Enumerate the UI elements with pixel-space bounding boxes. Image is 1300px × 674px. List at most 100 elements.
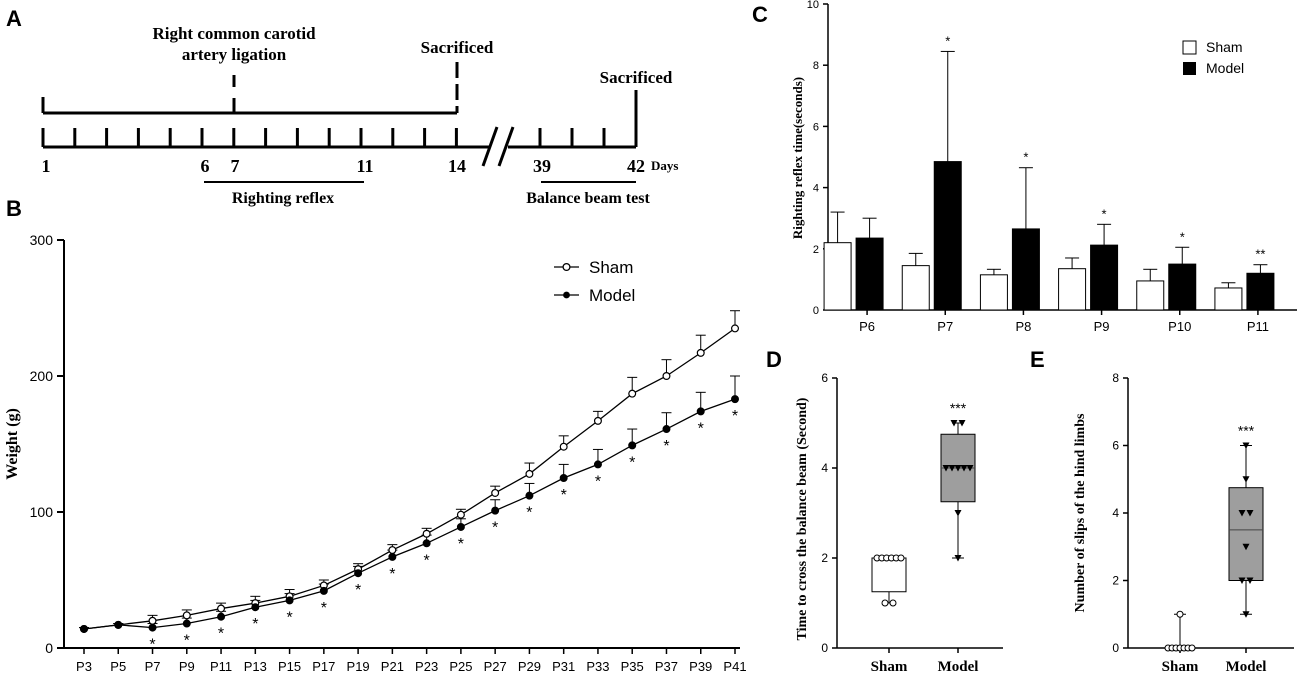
weight-line-chart: Weight (g) 0 100 200 300 P3 P5 P7 P9 P11 P13 P15 P1… — [4, 232, 747, 674]
weight-x-tick-label: P15 — [278, 659, 301, 674]
righting-legend: Sham Model — [1182, 39, 1244, 76]
weight-sham-point — [182, 611, 191, 620]
righting-bar-model — [1168, 263, 1197, 311]
weight-y-tick-label: 100 — [30, 504, 54, 520]
day-label-14: 14 — [448, 156, 466, 176]
slips-data-point — [1238, 577, 1246, 584]
weight-model-point — [251, 603, 260, 612]
legend-c-model-label: Model — [1206, 60, 1244, 76]
righting-x-tick-label: P8 — [1015, 319, 1031, 334]
balance-time-data-point — [889, 599, 897, 607]
balance-time-data-point — [954, 465, 962, 472]
righting-x-tick-label: P9 — [1094, 319, 1110, 334]
weight-model-point — [114, 620, 123, 629]
weight-x-tick-label: P39 — [689, 659, 712, 674]
righting-x-tick-label: P10 — [1168, 319, 1191, 334]
weight-legend: Sham Model — [554, 258, 635, 305]
weight-model-point — [217, 612, 226, 621]
weight-axes: 0 100 200 300 P3 P5 P7 P9 P11 P13 P15 P17 P19 P21 P23 P… — [30, 232, 747, 674]
weight-x-tick-label: P37 — [655, 659, 678, 674]
balance-time-data-point — [954, 510, 962, 517]
weight-sham-point — [559, 442, 568, 451]
balance-time-data-point — [881, 599, 889, 607]
weight-model-point — [593, 460, 602, 469]
weight-model-point — [491, 506, 500, 515]
day-label-6: 6 — [201, 156, 210, 176]
balance-time-axes: 0 2 4 6 Sham Model — [821, 371, 1003, 674]
balance-beam-label: Balance beam test — [526, 190, 650, 207]
weight-x-tick-label: P31 — [552, 659, 575, 674]
slips-data-point — [1242, 476, 1250, 483]
righting-x-tick-label: P6 — [859, 319, 875, 334]
weight-significance-mark: * — [218, 626, 224, 643]
balance-time-y-tick-label: 0 — [821, 641, 828, 655]
weight-model-point — [696, 407, 705, 416]
slips-y-tick-label: 4 — [1112, 506, 1119, 520]
weight-significance-mark: * — [561, 487, 567, 504]
weight-x-tick-label: P33 — [586, 659, 609, 674]
axis-break-2 — [497, 126, 515, 167]
weight-series: * * * * * * * * * * * * * * * * * * — [79, 310, 740, 654]
balance-time-data-point — [954, 555, 962, 562]
righting-reflex-bar-chart: Righting reflex time(seconds) 0 2 4 6 8 10 P6 P… — [790, 0, 1297, 334]
day-label-1: 1 — [42, 156, 51, 176]
weight-sham-point — [696, 348, 705, 357]
righting-bar-model — [1246, 272, 1275, 311]
righting-y-axis-title: Righting reflex time(seconds) — [790, 77, 805, 239]
balance-time-data-point — [960, 465, 968, 472]
hind-limb-slips-box-plot: Number of slips of the hind limbs 0 2 4 6 8 S… — [1073, 371, 1294, 674]
slips-x-tick-label: Model — [1226, 659, 1267, 674]
balance-time-data-point — [948, 465, 956, 472]
panel-label-c: C — [752, 2, 768, 27]
weight-model-point — [285, 596, 294, 605]
weight-model-point — [182, 619, 191, 628]
panel-label-a: A — [6, 6, 22, 31]
slips-data-point — [1238, 510, 1246, 517]
sacrificed-label-2: Sacrificed — [600, 68, 673, 87]
weight-model-point — [319, 586, 328, 595]
balance-time-data-point — [950, 420, 958, 427]
righting-bar-sham — [1058, 268, 1087, 311]
weight-significance-mark: * — [184, 633, 190, 650]
weight-model-point — [730, 395, 739, 404]
weight-significance-mark: * — [252, 616, 258, 633]
ligation-label-line2: artery ligation — [182, 45, 287, 64]
weight-model-point — [148, 623, 157, 632]
weight-x-tick-label: P7 — [145, 659, 161, 674]
weight-significance-mark: * — [595, 473, 601, 490]
weight-y-axis-title: Weight (g) — [4, 408, 21, 480]
weight-x-tick-label: P21 — [381, 659, 404, 674]
weight-model-point — [559, 474, 568, 483]
righting-x-tick-label: P11 — [1247, 319, 1269, 334]
weight-sham-point — [593, 416, 602, 425]
weight-significance-mark: * — [629, 454, 635, 471]
balance-time-x-tick-label: Model — [938, 659, 979, 674]
weight-x-tick-label: P5 — [110, 659, 126, 674]
weight-sham-point — [388, 546, 397, 555]
legend-c-sham-label: Sham — [1206, 39, 1243, 55]
weight-significance-mark: * — [526, 505, 532, 522]
righting-significance-mark: * — [1102, 206, 1107, 221]
weight-significance-mark: * — [424, 552, 430, 569]
weight-model-point — [456, 522, 465, 531]
weight-x-tick-label: P35 — [621, 659, 644, 674]
weight-significance-mark: * — [458, 536, 464, 553]
weight-model-point — [388, 552, 397, 561]
weight-x-tick-label: P29 — [518, 659, 541, 674]
righting-y-tick-label: 2 — [813, 244, 819, 256]
weight-x-tick-label: P3 — [76, 659, 92, 674]
slips-data-point — [1188, 644, 1196, 652]
weight-sham-point — [662, 372, 671, 381]
righting-bar-sham — [979, 274, 1008, 311]
panel-label-e: E — [1030, 347, 1045, 372]
slips-data-point — [1242, 442, 1250, 449]
weight-x-tick-label: P9 — [179, 659, 195, 674]
weight-sham-point — [628, 389, 637, 398]
balance-time-y-axis-title: Time to cross the balance beam (Second) — [795, 397, 810, 640]
slips-y-axis-title: Number of slips of the hind limbs — [1073, 413, 1088, 612]
weight-significance-mark: * — [663, 438, 669, 455]
righting-significance-mark: * — [1180, 229, 1185, 244]
slips-y-tick-label: 8 — [1112, 371, 1119, 385]
panel-label-b: B — [6, 196, 22, 221]
legend-sham-label: Sham — [589, 258, 633, 277]
